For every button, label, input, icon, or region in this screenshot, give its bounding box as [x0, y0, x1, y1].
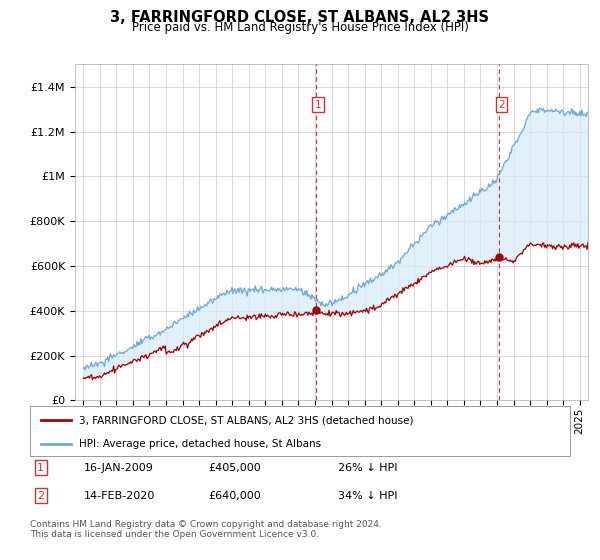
Text: HPI: Average price, detached house, St Albans: HPI: Average price, detached house, St A… — [79, 439, 321, 449]
Text: £640,000: £640,000 — [208, 491, 261, 501]
Text: 3, FARRINGFORD CLOSE, ST ALBANS, AL2 3HS (detached house): 3, FARRINGFORD CLOSE, ST ALBANS, AL2 3HS… — [79, 415, 413, 425]
Text: 26% ↓ HPI: 26% ↓ HPI — [338, 463, 397, 473]
Text: 34% ↓ HPI: 34% ↓ HPI — [338, 491, 397, 501]
Text: 16-JAN-2009: 16-JAN-2009 — [84, 463, 154, 473]
Text: Contains HM Land Registry data © Crown copyright and database right 2024.
This d: Contains HM Land Registry data © Crown c… — [30, 520, 382, 539]
Text: 2: 2 — [37, 491, 44, 501]
Text: 14-FEB-2020: 14-FEB-2020 — [84, 491, 155, 501]
Text: 3, FARRINGFORD CLOSE, ST ALBANS, AL2 3HS: 3, FARRINGFORD CLOSE, ST ALBANS, AL2 3HS — [110, 10, 490, 25]
Text: 1: 1 — [37, 463, 44, 473]
Text: Price paid vs. HM Land Registry's House Price Index (HPI): Price paid vs. HM Land Registry's House … — [131, 21, 469, 34]
Text: £405,000: £405,000 — [208, 463, 261, 473]
Text: 1: 1 — [315, 100, 322, 110]
Text: 2: 2 — [498, 100, 505, 110]
